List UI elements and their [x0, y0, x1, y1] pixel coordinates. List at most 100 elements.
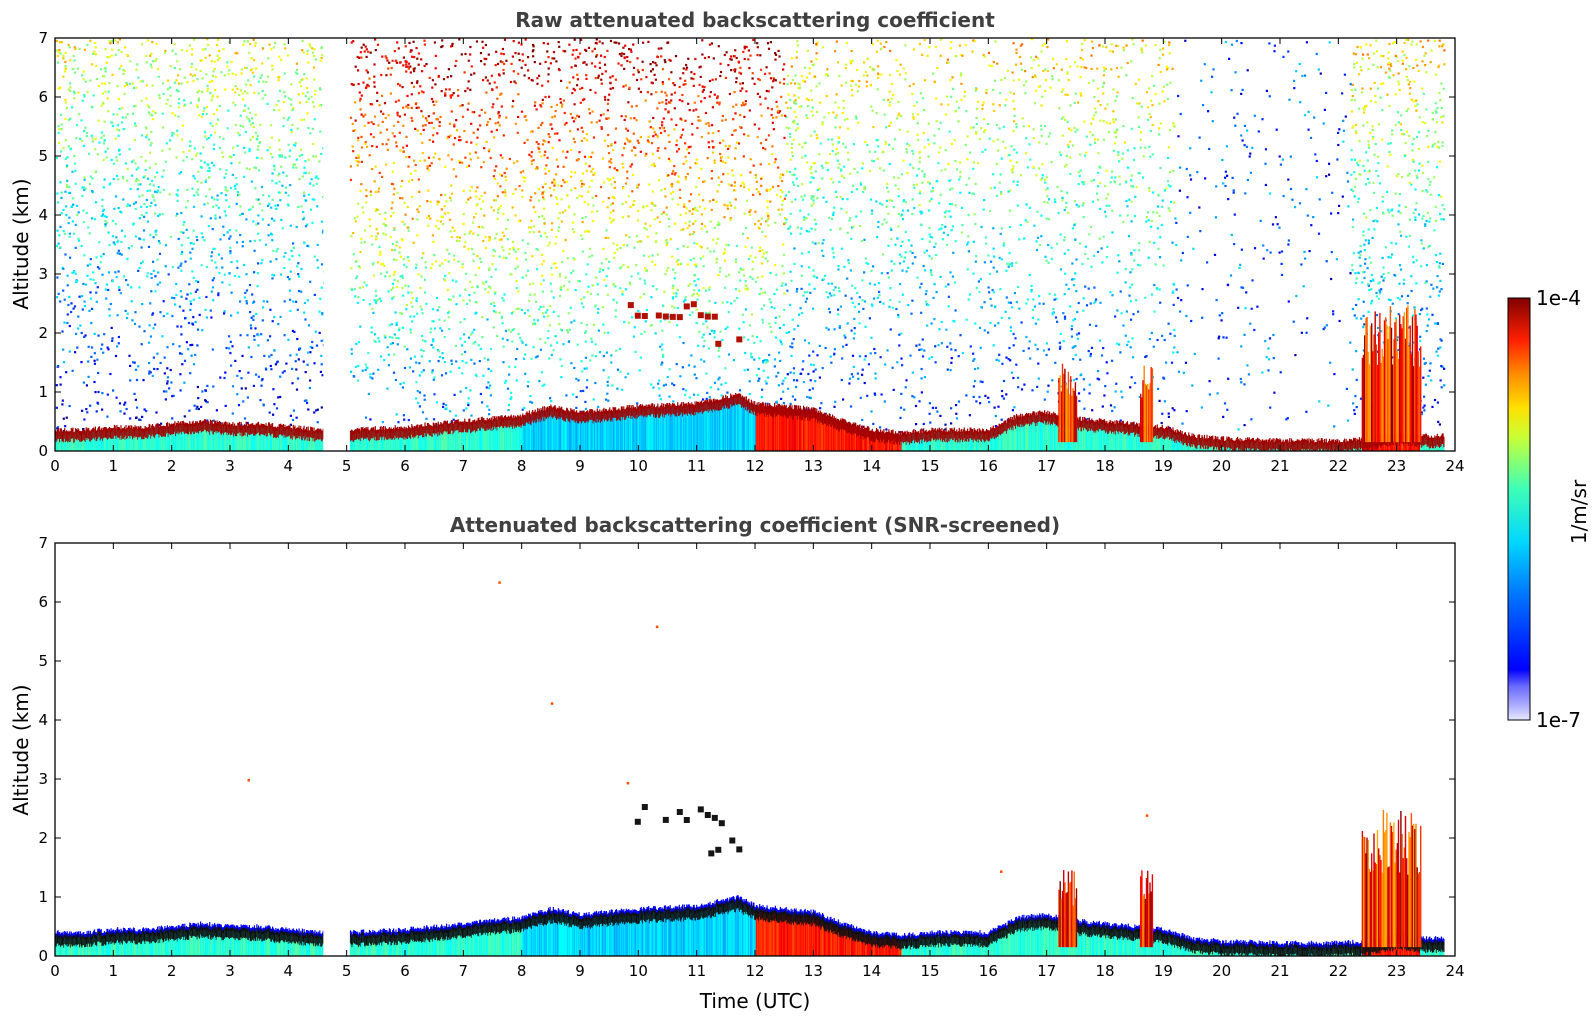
noise-speck — [296, 265, 299, 268]
noise-speck — [255, 373, 258, 376]
noise-speck — [102, 253, 105, 256]
noise-speck — [117, 178, 120, 181]
noise-speck — [727, 311, 730, 314]
noise-speck — [176, 199, 179, 202]
noise-speck — [303, 311, 306, 314]
noise-speck — [120, 240, 123, 244]
noise-speck — [1020, 321, 1023, 324]
noise-speck — [219, 238, 222, 241]
noise-speck — [611, 87, 615, 90]
noise-speck — [532, 206, 535, 209]
noise-speck — [1217, 337, 1220, 340]
noise-speck — [1384, 71, 1387, 74]
noise-speck — [558, 45, 561, 48]
noise-speck — [1062, 312, 1065, 315]
raw-panel: Raw attenuated backscattering coefficien… — [9, 8, 1465, 475]
noise-speck — [726, 391, 729, 394]
noise-speck — [193, 147, 196, 150]
noise-speck — [577, 279, 580, 283]
noise-speck — [1060, 117, 1063, 120]
noise-speck — [1439, 379, 1442, 382]
noise-speck — [357, 364, 360, 368]
noise-speck — [814, 223, 818, 226]
noise-speck — [1413, 307, 1416, 310]
noise-speck — [1015, 51, 1018, 54]
noise-speck — [658, 101, 661, 104]
noise-speck — [865, 80, 868, 83]
noise-speck — [500, 315, 503, 318]
noise-speck — [480, 194, 483, 198]
noise-speck — [847, 127, 850, 130]
noise-speck — [504, 191, 507, 194]
noise-speck — [151, 313, 154, 316]
noise-speck — [877, 76, 880, 79]
noise-speck — [1156, 227, 1159, 230]
noise-speck — [521, 341, 524, 344]
noise-speck — [1111, 359, 1114, 362]
noise-speck — [591, 254, 594, 257]
noise-speck — [661, 329, 664, 332]
noise-speck — [1076, 310, 1079, 314]
noise-speck — [957, 355, 960, 358]
noise-speck — [148, 166, 151, 169]
noise-speck — [407, 180, 410, 183]
noise-speck — [106, 56, 109, 59]
noise-speck — [548, 169, 551, 173]
noise-speck — [1167, 156, 1170, 160]
noise-speck — [522, 170, 525, 173]
noise-speck — [437, 360, 440, 363]
noise-speck — [216, 54, 219, 57]
noise-speck — [84, 126, 87, 129]
noise-speck — [1230, 89, 1233, 92]
noise-speck — [1231, 176, 1234, 179]
noise-speck — [1073, 278, 1076, 281]
noise-speck — [226, 189, 229, 192]
noise-speck — [1011, 262, 1014, 265]
noise-speck — [983, 130, 986, 134]
noise-speck — [809, 181, 812, 184]
noise-speck — [941, 238, 944, 241]
noise-speck — [866, 262, 869, 265]
noise-speck — [413, 159, 416, 162]
noise-speck — [1310, 224, 1313, 227]
noise-speck — [476, 255, 479, 258]
noise-speck — [517, 93, 520, 96]
noise-speck — [623, 67, 626, 70]
noise-speck — [267, 204, 270, 207]
noise-speck — [999, 173, 1002, 176]
noise-speck — [770, 330, 773, 333]
noise-speck — [511, 328, 514, 331]
noise-speck — [958, 44, 962, 47]
noise-speck — [1125, 44, 1128, 47]
noise-speck — [660, 55, 663, 58]
noise-speck — [838, 75, 841, 78]
noise-speck — [1384, 246, 1387, 249]
noise-speck — [283, 267, 286, 270]
noise-speck — [806, 161, 809, 164]
noise-speck — [235, 202, 238, 205]
noise-speck — [106, 393, 109, 396]
noise-speck — [369, 418, 372, 421]
noise-speck — [889, 49, 892, 52]
noise-speck — [1072, 358, 1075, 361]
noise-speck — [499, 204, 502, 208]
noise-speck — [488, 267, 491, 270]
noise-speck — [643, 293, 646, 296]
noise-speck — [1046, 390, 1049, 393]
noise-speck — [196, 91, 199, 94]
noise-speck — [547, 141, 550, 144]
noise-speck — [850, 373, 853, 376]
noise-speck — [786, 142, 789, 145]
noise-speck — [1113, 180, 1116, 183]
noise-speck — [147, 106, 151, 109]
noise-speck — [1103, 69, 1106, 72]
noise-speck — [918, 192, 921, 195]
noise-speck — [1377, 174, 1380, 177]
noise-speck — [789, 345, 792, 348]
noise-speck — [287, 116, 291, 119]
noise-speck — [396, 191, 399, 195]
noise-speck — [367, 392, 370, 395]
noise-speck — [411, 320, 414, 323]
noise-speck — [853, 327, 856, 330]
noise-speck — [1419, 335, 1422, 338]
